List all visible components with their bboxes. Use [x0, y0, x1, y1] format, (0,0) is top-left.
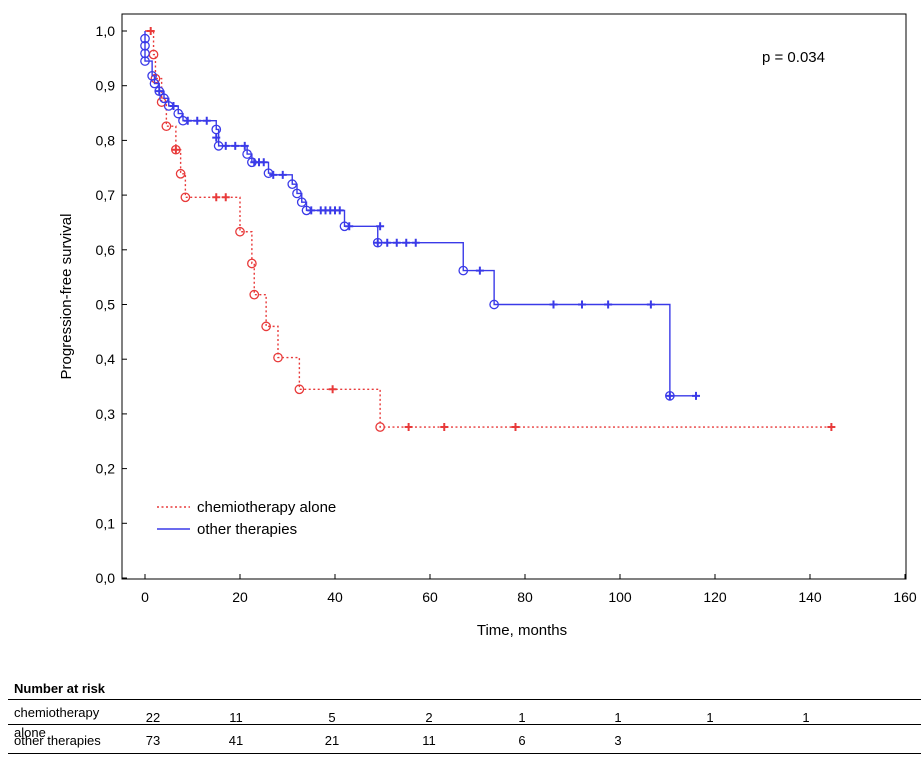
x-tick-label: 160 [893, 589, 917, 605]
series-other-therapies [141, 31, 700, 400]
censor-marker [329, 385, 337, 393]
survival-curve-line [145, 31, 696, 396]
censor-marker [260, 158, 268, 166]
censor-marker [269, 171, 277, 179]
risk-value: 1 [614, 706, 621, 729]
risk-value: 22 [146, 706, 160, 729]
censor-marker [222, 142, 230, 150]
risk-divider [8, 699, 921, 700]
risk-value: 5 [328, 706, 335, 729]
risk-value: 11 [422, 729, 436, 752]
y-axis-label: Progression-free survival [58, 214, 75, 380]
censor-marker [193, 117, 201, 125]
risk-table: Number at risk chemiotherapy alone 22 11 5… [0, 674, 921, 758]
censor-marker [440, 423, 448, 431]
censor-marker [550, 301, 558, 309]
censor-marker [512, 423, 520, 431]
censor-marker [402, 239, 410, 247]
risk-value: 41 [229, 729, 243, 752]
risk-value: 3 [614, 729, 621, 752]
censor-marker [231, 142, 239, 150]
censor-marker [476, 267, 484, 275]
risk-table-title: Number at risk [14, 681, 105, 696]
y-tick-label: 0,9 [96, 78, 116, 94]
y-tick-label: 0,0 [96, 570, 116, 586]
legend-label-chemiotherapy: chemiotherapy alone [197, 499, 336, 516]
plot-frame [122, 14, 906, 579]
risk-value: 1 [706, 706, 713, 729]
series-layer [141, 27, 836, 431]
y-tick-label: 1,0 [96, 23, 116, 39]
censor-marker [212, 193, 220, 201]
censor-marker [692, 392, 700, 400]
censor-marker [345, 222, 353, 230]
y-tick-label: 0,3 [96, 406, 116, 422]
risk-value: 11 [229, 706, 243, 729]
censor-marker [147, 27, 155, 35]
x-tick-label: 80 [517, 589, 533, 605]
p-value-annotation: p = 0.034 [762, 49, 825, 66]
survival-curve-line [145, 31, 834, 427]
risk-value: 1 [518, 706, 525, 729]
x-tick-label: 100 [608, 589, 632, 605]
km-chart: 0 20 40 60 80 100 120 140 160 0,0 0,1 0,2 0,3 0,4 0,5 0… [0, 0, 921, 672]
legend: chemiotherapy alone other therapies [157, 499, 336, 538]
censor-marker [222, 193, 230, 201]
censor-marker [578, 301, 586, 309]
y-tick-label: 0,8 [96, 132, 116, 148]
risk-divider [8, 724, 921, 725]
x-tick-label: 120 [703, 589, 727, 605]
x-tick-label: 60 [422, 589, 438, 605]
y-tick-label: 0,1 [96, 515, 116, 531]
x-axis-label: Time, months [477, 622, 567, 639]
axis-ticks: 0 20 40 60 80 100 120 140 160 0,0 0,1 0,2 0,3 0,4 0,5 0… [96, 23, 917, 605]
y-tick-label: 0,7 [96, 187, 116, 203]
x-tick-label: 140 [798, 589, 822, 605]
y-tick-label: 0,2 [96, 461, 116, 477]
censor-marker [383, 239, 391, 247]
censor-marker [412, 239, 420, 247]
censor-marker [604, 301, 612, 309]
y-tick-label: 0,5 [96, 297, 116, 313]
x-tick-label: 40 [327, 589, 343, 605]
risk-value: 1 [802, 706, 809, 729]
censor-marker [184, 117, 192, 125]
censor-marker [279, 171, 287, 179]
censor-marker [827, 423, 835, 431]
y-tick-label: 0,4 [96, 351, 116, 367]
censor-marker [307, 206, 315, 214]
censor-marker [405, 423, 413, 431]
risk-value: 73 [146, 729, 160, 752]
censor-marker [647, 301, 655, 309]
risk-value: 21 [325, 729, 339, 752]
censor-marker [336, 206, 344, 214]
risk-row-label: other therapies [14, 729, 134, 752]
risk-divider [8, 753, 921, 754]
censor-marker [393, 239, 401, 247]
censor-marker [203, 117, 211, 125]
x-tick-label: 0 [141, 589, 149, 605]
x-tick-label: 20 [232, 589, 248, 605]
y-tick-label: 0,6 [96, 242, 116, 258]
censor-marker [170, 102, 178, 110]
risk-value: 6 [518, 729, 525, 752]
legend-label-other-therapies: other therapies [197, 521, 297, 538]
risk-value: 2 [425, 706, 432, 729]
series-chemiotherapy-alone [145, 27, 835, 431]
